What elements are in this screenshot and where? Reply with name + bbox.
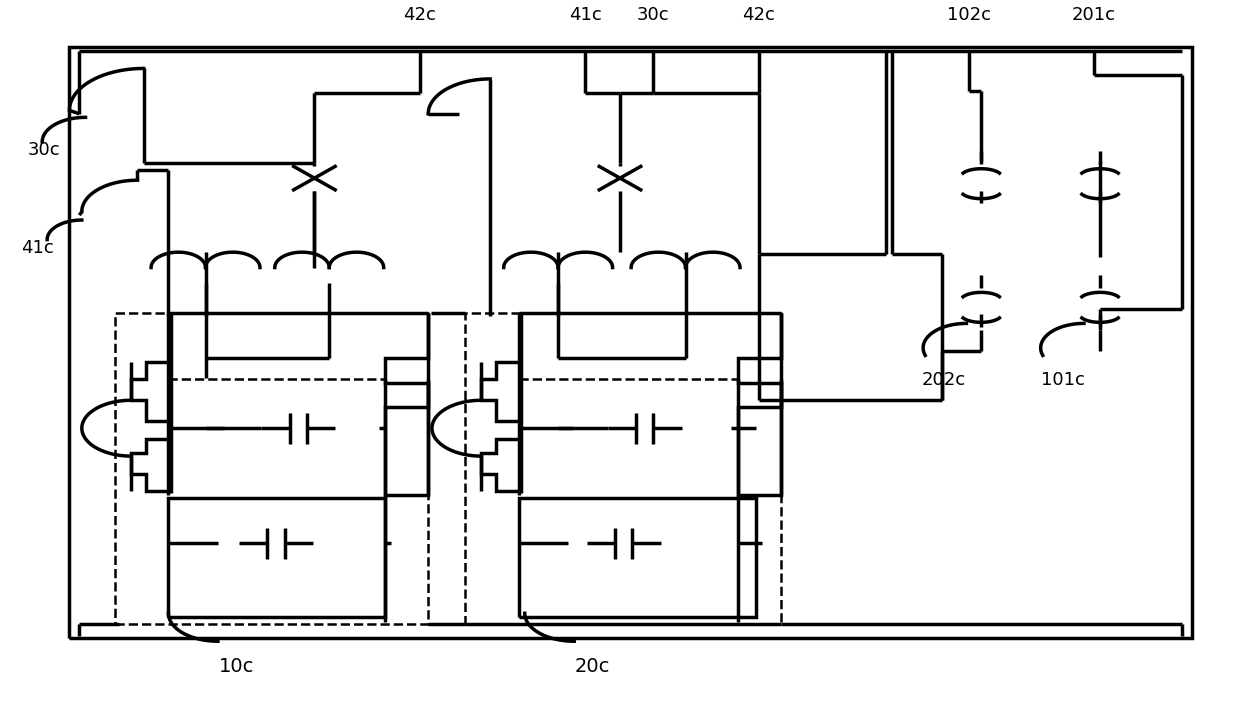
Text: 42c: 42c [403, 6, 436, 25]
Text: 41c: 41c [569, 6, 601, 25]
Text: 41c: 41c [21, 239, 53, 257]
Text: 102c: 102c [947, 6, 991, 25]
Text: 201c: 201c [1071, 6, 1116, 25]
Text: 202c: 202c [923, 371, 966, 389]
Text: 30c: 30c [29, 141, 61, 159]
Text: 101c: 101c [1042, 371, 1085, 389]
Text: 20c: 20c [575, 657, 610, 676]
Text: 42c: 42c [742, 6, 775, 25]
Text: 10c: 10c [218, 657, 254, 676]
Text: 30c: 30c [637, 6, 670, 25]
